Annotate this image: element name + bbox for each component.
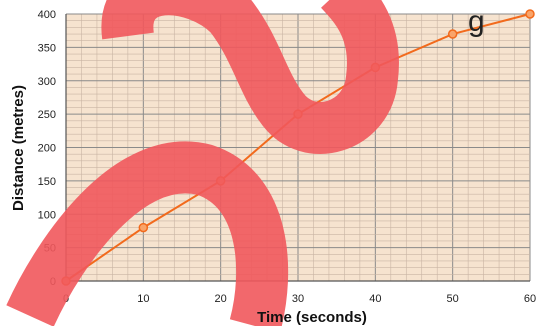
data-point bbox=[525, 9, 535, 19]
watermark-ribbon-upper bbox=[101, 0, 399, 154]
y-tick-label: 300 bbox=[38, 76, 56, 88]
x-tick-label: 30 bbox=[292, 293, 304, 305]
y-tick-label: 400 bbox=[38, 9, 56, 21]
x-tick-label: 40 bbox=[369, 293, 381, 305]
y-tick-label: 100 bbox=[38, 209, 56, 221]
chart-title: g bbox=[468, 5, 485, 38]
y-tick-label: 350 bbox=[38, 42, 56, 54]
x-axis-title: Time (seconds) bbox=[257, 309, 367, 326]
data-point bbox=[138, 222, 149, 233]
x-tick-label: 60 bbox=[524, 293, 536, 305]
y-tick-label: 150 bbox=[38, 176, 56, 188]
x-tick-label: 10 bbox=[137, 293, 149, 305]
x-tick-label: 20 bbox=[215, 293, 227, 305]
y-tick-label: 200 bbox=[38, 143, 56, 155]
y-tick-label: 250 bbox=[38, 109, 56, 121]
watermark-ribbon-lower bbox=[6, 141, 289, 326]
watermark-ribbon bbox=[6, 0, 399, 326]
x-axis-ticks: 0 10 20 30 40 50 60 bbox=[63, 293, 536, 305]
y-axis-title: Distance (metres) bbox=[10, 85, 27, 211]
x-tick-label: 50 bbox=[447, 293, 459, 305]
data-point bbox=[447, 29, 458, 39]
